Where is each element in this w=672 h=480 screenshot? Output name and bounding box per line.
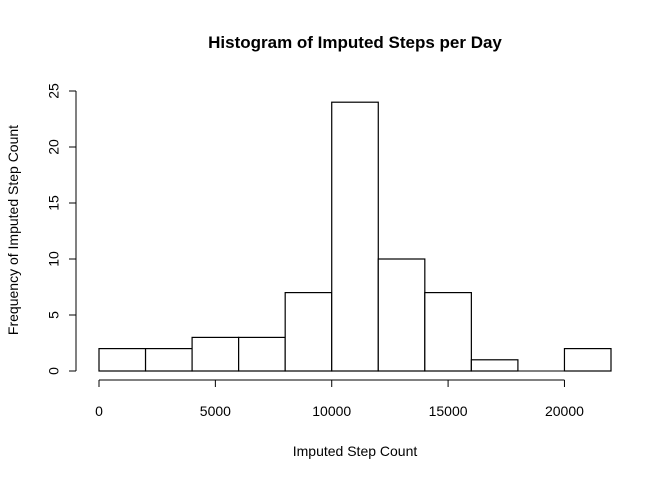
- x-tick-label: 0: [95, 403, 103, 419]
- x-tick-label: 15000: [429, 403, 468, 419]
- bars-group: [98, 101, 612, 372]
- y-tick-label: 20: [46, 139, 62, 155]
- histogram-bar: [284, 292, 333, 372]
- y-tick-label: 5: [46, 311, 62, 319]
- x-tick-label: 10000: [312, 403, 351, 419]
- histogram-bar: [331, 101, 379, 372]
- histogram-bar: [144, 348, 193, 372]
- y-axis: 0 5 10 15 20 25: [46, 83, 77, 375]
- y-tick-label: 15: [46, 195, 62, 211]
- x-tick-label: 20000: [545, 403, 584, 419]
- x-tick-label: 5000: [200, 403, 231, 419]
- x-axis-label: Imputed Step Count: [293, 443, 418, 459]
- histogram-bar: [424, 292, 472, 372]
- chart-title: Histogram of Imputed Steps per Day: [208, 33, 502, 52]
- y-axis-label: Frequency of Imputed Step Count: [5, 125, 21, 335]
- histogram-bar: [98, 348, 147, 372]
- y-tick-label: 0: [46, 367, 62, 375]
- histogram-bar: [238, 336, 286, 372]
- y-tick-label: 25: [46, 83, 62, 99]
- x-axis: 0 5000 10000 15000 20000: [95, 379, 584, 419]
- histogram-bar: [563, 348, 612, 372]
- histogram-bar: [470, 359, 519, 372]
- y-tick-label: 10: [46, 251, 62, 267]
- histogram-bar: [191, 336, 240, 372]
- histogram-bar: [377, 258, 426, 372]
